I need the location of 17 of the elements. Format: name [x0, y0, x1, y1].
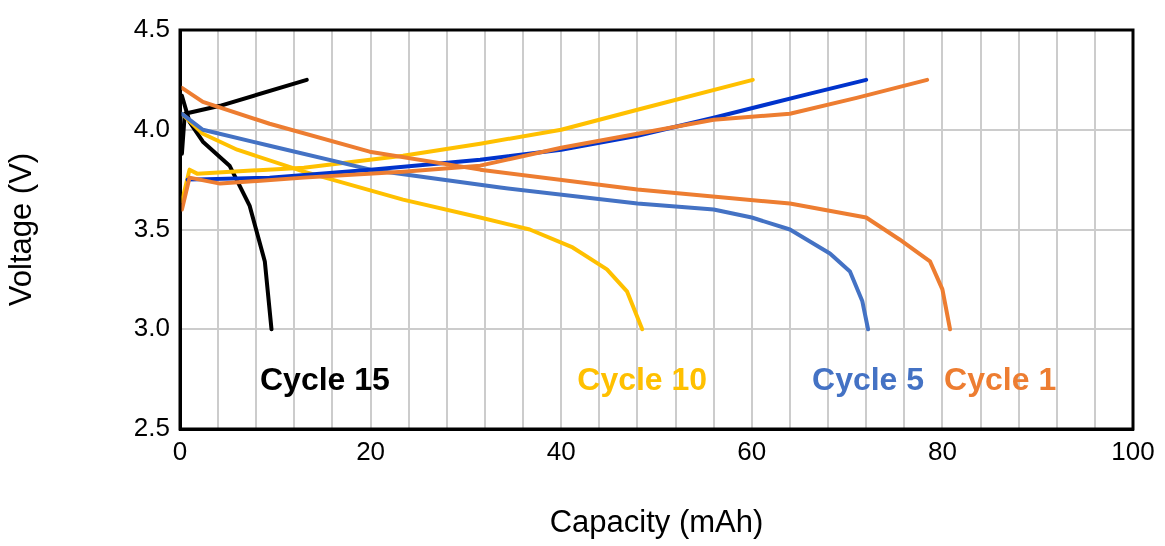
y-tick-label: 4.5	[133, 13, 170, 44]
y-tick-label: 2.5	[133, 412, 170, 443]
x-tick-label: 60	[737, 435, 767, 466]
series-label: Cycle 1	[944, 360, 1057, 397]
y-tick-label: 3.5	[133, 212, 170, 243]
y-tick-label: 3.0	[133, 312, 170, 343]
x-tick-label: 20	[356, 435, 386, 466]
series-label: Cycle 10	[577, 360, 708, 397]
x-tick-label: 80	[927, 435, 957, 466]
y-tick-label: 4.0	[133, 112, 170, 143]
y-axis-title: Voltage (V)	[3, 152, 39, 307]
series-label: Cycle 15	[260, 360, 390, 397]
series-label: Cycle 5	[812, 360, 925, 397]
x-tick-label: 0	[172, 435, 188, 466]
x-tick-label: 100	[1111, 435, 1155, 466]
x-axis-title: Capacity (mAh)	[549, 503, 764, 539]
x-tick-label: 40	[546, 435, 576, 466]
